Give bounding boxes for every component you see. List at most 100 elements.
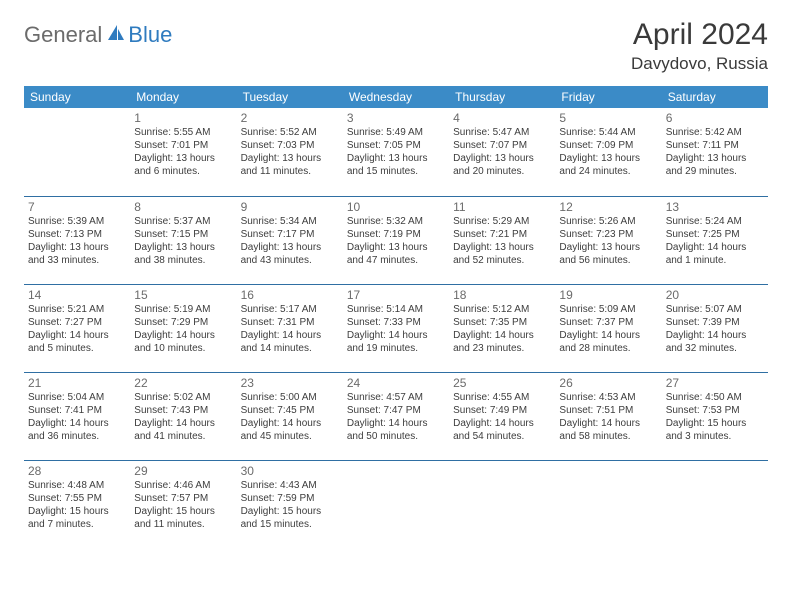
calendar-day-cell: 29Sunrise: 4:46 AMSunset: 7:57 PMDayligh…	[130, 460, 236, 548]
calendar-day-cell: 12Sunrise: 5:26 AMSunset: 7:23 PMDayligh…	[555, 196, 661, 284]
day-number: 15	[134, 288, 232, 302]
title-block: April 2024 Davydovo, Russia	[631, 18, 768, 74]
day-info: Sunrise: 4:48 AMSunset: 7:55 PMDaylight:…	[28, 479, 126, 531]
day-number: 5	[559, 111, 657, 125]
calendar-day-cell: 26Sunrise: 4:53 AMSunset: 7:51 PMDayligh…	[555, 372, 661, 460]
day-info: Sunrise: 5:00 AMSunset: 7:45 PMDaylight:…	[241, 391, 339, 443]
calendar-day-cell: 2Sunrise: 5:52 AMSunset: 7:03 PMDaylight…	[237, 108, 343, 196]
day-number: 23	[241, 376, 339, 390]
day-header: Friday	[555, 86, 661, 108]
calendar-day-cell: 17Sunrise: 5:14 AMSunset: 7:33 PMDayligh…	[343, 284, 449, 372]
day-info: Sunrise: 5:21 AMSunset: 7:27 PMDaylight:…	[28, 303, 126, 355]
day-info: Sunrise: 4:50 AMSunset: 7:53 PMDaylight:…	[666, 391, 764, 443]
logo-text-blue: Blue	[128, 22, 172, 48]
day-info: Sunrise: 5:09 AMSunset: 7:37 PMDaylight:…	[559, 303, 657, 355]
day-info: Sunrise: 5:24 AMSunset: 7:25 PMDaylight:…	[666, 215, 764, 267]
day-number: 9	[241, 200, 339, 214]
day-number: 16	[241, 288, 339, 302]
day-number: 7	[28, 200, 126, 214]
day-info: Sunrise: 5:29 AMSunset: 7:21 PMDaylight:…	[453, 215, 551, 267]
day-number: 29	[134, 464, 232, 478]
calendar-day-cell	[449, 460, 555, 548]
day-info: Sunrise: 5:14 AMSunset: 7:33 PMDaylight:…	[347, 303, 445, 355]
day-info: Sunrise: 5:44 AMSunset: 7:09 PMDaylight:…	[559, 126, 657, 178]
day-info: Sunrise: 4:46 AMSunset: 7:57 PMDaylight:…	[134, 479, 232, 531]
day-number: 22	[134, 376, 232, 390]
day-header: Tuesday	[237, 86, 343, 108]
day-info: Sunrise: 5:42 AMSunset: 7:11 PMDaylight:…	[666, 126, 764, 178]
day-info: Sunrise: 5:19 AMSunset: 7:29 PMDaylight:…	[134, 303, 232, 355]
calendar-day-cell: 9Sunrise: 5:34 AMSunset: 7:17 PMDaylight…	[237, 196, 343, 284]
calendar-day-cell: 5Sunrise: 5:44 AMSunset: 7:09 PMDaylight…	[555, 108, 661, 196]
calendar-day-cell: 14Sunrise: 5:21 AMSunset: 7:27 PMDayligh…	[24, 284, 130, 372]
logo: General Blue	[24, 18, 172, 48]
calendar-day-cell: 1Sunrise: 5:55 AMSunset: 7:01 PMDaylight…	[130, 108, 236, 196]
calendar-week-row: 14Sunrise: 5:21 AMSunset: 7:27 PMDayligh…	[24, 284, 768, 372]
day-info: Sunrise: 5:02 AMSunset: 7:43 PMDaylight:…	[134, 391, 232, 443]
day-header: Sunday	[24, 86, 130, 108]
calendar-day-cell: 28Sunrise: 4:48 AMSunset: 7:55 PMDayligh…	[24, 460, 130, 548]
day-info: Sunrise: 5:34 AMSunset: 7:17 PMDaylight:…	[241, 215, 339, 267]
calendar-day-cell: 11Sunrise: 5:29 AMSunset: 7:21 PMDayligh…	[449, 196, 555, 284]
day-header: Thursday	[449, 86, 555, 108]
calendar-day-cell: 16Sunrise: 5:17 AMSunset: 7:31 PMDayligh…	[237, 284, 343, 372]
day-number: 28	[28, 464, 126, 478]
day-header: Wednesday	[343, 86, 449, 108]
day-number: 18	[453, 288, 551, 302]
day-info: Sunrise: 5:26 AMSunset: 7:23 PMDaylight:…	[559, 215, 657, 267]
day-number: 24	[347, 376, 445, 390]
day-info: Sunrise: 5:52 AMSunset: 7:03 PMDaylight:…	[241, 126, 339, 178]
calendar-day-cell: 8Sunrise: 5:37 AMSunset: 7:15 PMDaylight…	[130, 196, 236, 284]
calendar-table: SundayMondayTuesdayWednesdayThursdayFrid…	[24, 86, 768, 548]
sail-icon	[106, 23, 126, 48]
day-number: 4	[453, 111, 551, 125]
day-info: Sunrise: 5:49 AMSunset: 7:05 PMDaylight:…	[347, 126, 445, 178]
calendar-day-cell	[24, 108, 130, 196]
day-info: Sunrise: 4:57 AMSunset: 7:47 PMDaylight:…	[347, 391, 445, 443]
calendar-week-row: 1Sunrise: 5:55 AMSunset: 7:01 PMDaylight…	[24, 108, 768, 196]
calendar-header-row: SundayMondayTuesdayWednesdayThursdayFrid…	[24, 86, 768, 108]
calendar-day-cell: 20Sunrise: 5:07 AMSunset: 7:39 PMDayligh…	[662, 284, 768, 372]
day-info: Sunrise: 5:39 AMSunset: 7:13 PMDaylight:…	[28, 215, 126, 267]
calendar-day-cell: 21Sunrise: 5:04 AMSunset: 7:41 PMDayligh…	[24, 372, 130, 460]
day-header: Saturday	[662, 86, 768, 108]
day-info: Sunrise: 5:37 AMSunset: 7:15 PMDaylight:…	[134, 215, 232, 267]
calendar-day-cell: 7Sunrise: 5:39 AMSunset: 7:13 PMDaylight…	[24, 196, 130, 284]
day-number: 11	[453, 200, 551, 214]
day-number: 8	[134, 200, 232, 214]
day-header: Monday	[130, 86, 236, 108]
day-number: 21	[28, 376, 126, 390]
month-title: April 2024	[631, 18, 768, 52]
calendar-day-cell: 15Sunrise: 5:19 AMSunset: 7:29 PMDayligh…	[130, 284, 236, 372]
calendar-body: 1Sunrise: 5:55 AMSunset: 7:01 PMDaylight…	[24, 108, 768, 548]
location-label: Davydovo, Russia	[631, 54, 768, 74]
day-info: Sunrise: 5:55 AMSunset: 7:01 PMDaylight:…	[134, 126, 232, 178]
calendar-day-cell: 4Sunrise: 5:47 AMSunset: 7:07 PMDaylight…	[449, 108, 555, 196]
calendar-day-cell: 10Sunrise: 5:32 AMSunset: 7:19 PMDayligh…	[343, 196, 449, 284]
calendar-day-cell: 24Sunrise: 4:57 AMSunset: 7:47 PMDayligh…	[343, 372, 449, 460]
day-number: 30	[241, 464, 339, 478]
calendar-day-cell: 13Sunrise: 5:24 AMSunset: 7:25 PMDayligh…	[662, 196, 768, 284]
calendar-day-cell: 18Sunrise: 5:12 AMSunset: 7:35 PMDayligh…	[449, 284, 555, 372]
day-info: Sunrise: 5:07 AMSunset: 7:39 PMDaylight:…	[666, 303, 764, 355]
day-number: 27	[666, 376, 764, 390]
page-header: General Blue April 2024 Davydovo, Russia	[24, 18, 768, 74]
calendar-day-cell	[343, 460, 449, 548]
calendar-day-cell: 3Sunrise: 5:49 AMSunset: 7:05 PMDaylight…	[343, 108, 449, 196]
calendar-day-cell: 22Sunrise: 5:02 AMSunset: 7:43 PMDayligh…	[130, 372, 236, 460]
day-number: 1	[134, 111, 232, 125]
calendar-week-row: 7Sunrise: 5:39 AMSunset: 7:13 PMDaylight…	[24, 196, 768, 284]
day-number: 2	[241, 111, 339, 125]
day-number: 3	[347, 111, 445, 125]
calendar-day-cell: 19Sunrise: 5:09 AMSunset: 7:37 PMDayligh…	[555, 284, 661, 372]
day-number: 6	[666, 111, 764, 125]
day-number: 25	[453, 376, 551, 390]
day-number: 20	[666, 288, 764, 302]
day-number: 19	[559, 288, 657, 302]
calendar-day-cell: 23Sunrise: 5:00 AMSunset: 7:45 PMDayligh…	[237, 372, 343, 460]
day-number: 12	[559, 200, 657, 214]
day-number: 17	[347, 288, 445, 302]
day-number: 14	[28, 288, 126, 302]
day-info: Sunrise: 4:53 AMSunset: 7:51 PMDaylight:…	[559, 391, 657, 443]
calendar-day-cell: 25Sunrise: 4:55 AMSunset: 7:49 PMDayligh…	[449, 372, 555, 460]
